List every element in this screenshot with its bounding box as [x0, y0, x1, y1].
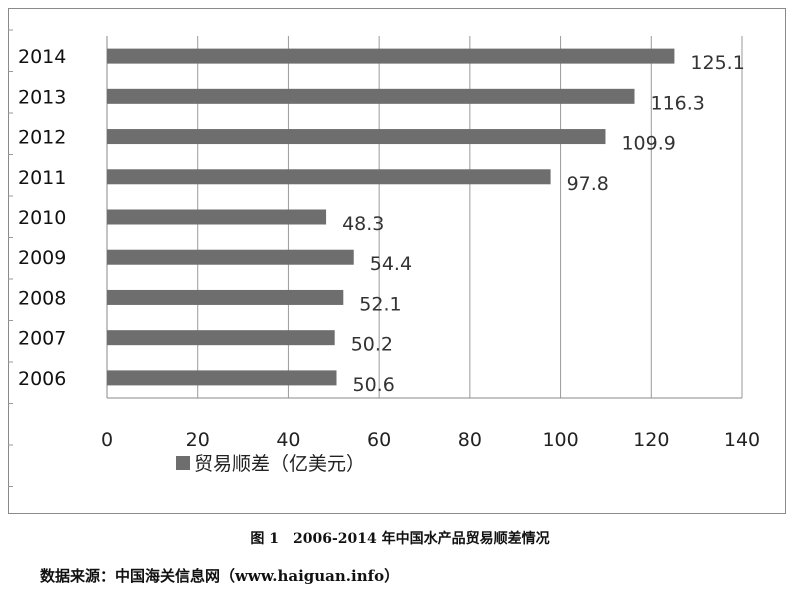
bar	[107, 88, 635, 104]
x-tick-label: 0	[101, 429, 113, 451]
bar	[107, 129, 606, 145]
data-label: 50.2	[351, 334, 393, 356]
axis: 0 20 40 60 80 100 120 140 2014 2013 2012 2011 2010 20…	[8, 29, 760, 487]
data-labels: 125.1 116.3 109.9 97.8 48.3 54.4 52.1 50.2 50.6	[342, 52, 745, 396]
x-tick-label: 140	[724, 429, 760, 451]
x-tick-label: 40	[276, 429, 300, 451]
data-label: 97.8	[567, 173, 609, 195]
legend: 贸易顺差（亿美元）	[176, 453, 365, 475]
bar	[107, 249, 354, 265]
figure-caption: 图 1 2006-2014 年中国水产品贸易顺差情况	[250, 531, 550, 547]
bar	[107, 169, 551, 185]
legend-label: 贸易顺差（亿美元）	[194, 453, 365, 475]
bars	[107, 48, 675, 386]
data-label: 48.3	[342, 213, 384, 235]
y-category-label: 2009	[18, 247, 66, 269]
bar-chart: 0 20 40 60 80 100 120 140 2014 2013 2012 2011 2010 20…	[8, 29, 760, 487]
x-tick-label: 80	[458, 429, 482, 451]
bar	[107, 370, 337, 386]
bar	[107, 289, 344, 305]
y-category-label: 2014	[18, 46, 66, 68]
bar	[107, 330, 335, 346]
y-category-label: 2013	[18, 86, 66, 108]
x-tick-label: 100	[542, 429, 578, 451]
data-label: 116.3	[651, 92, 705, 114]
data-source-note: 数据来源：中国海关信息网（www.haiguan.info）	[40, 567, 400, 585]
y-category-label: 2010	[18, 207, 66, 229]
x-tick-label: 60	[367, 429, 391, 451]
y-category-label: 2006	[18, 368, 66, 390]
y-category-label: 2007	[18, 328, 66, 350]
bar	[107, 209, 327, 225]
x-tick-label: 20	[186, 429, 210, 451]
legend-swatch	[176, 456, 190, 470]
data-label: 109.9	[621, 133, 675, 155]
y-category-label: 2012	[18, 127, 66, 149]
bar	[107, 48, 675, 64]
y-category-label: 2011	[18, 167, 66, 189]
data-label: 54.4	[370, 253, 412, 275]
data-label: 125.1	[690, 52, 744, 74]
data-label: 52.1	[359, 293, 401, 315]
y-category-label: 2008	[18, 287, 66, 309]
x-tick-label: 120	[633, 429, 669, 451]
data-label: 50.6	[353, 374, 395, 396]
